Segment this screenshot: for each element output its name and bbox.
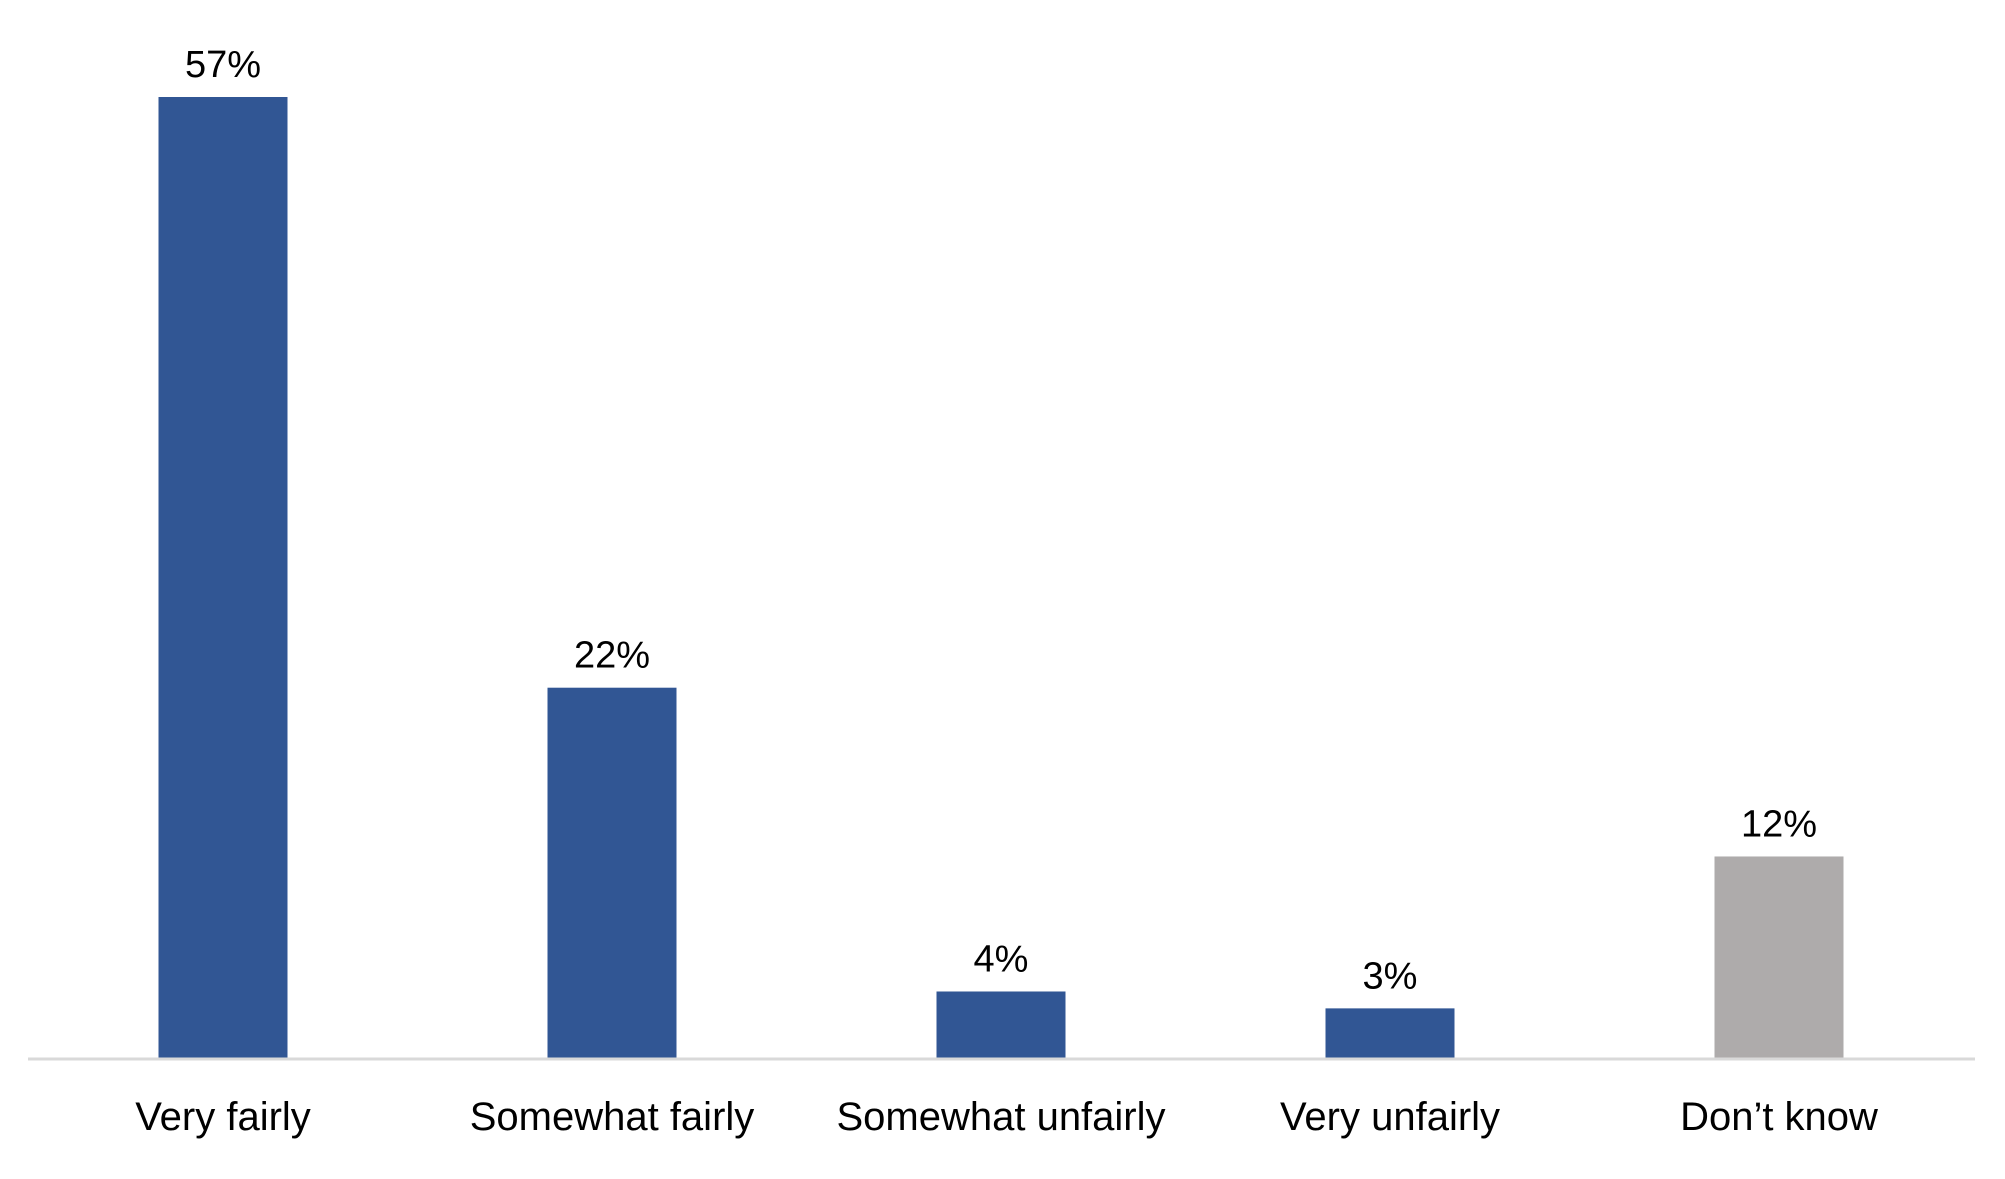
- x-tick-label-4: Don’t know: [1680, 1095, 1878, 1139]
- bar-4: [1714, 856, 1844, 1059]
- x-tick-label-2: Somewhat unfairly: [836, 1095, 1165, 1139]
- x-tick-label-3: Very unfairly: [1280, 1095, 1500, 1139]
- x-tick-label-0: Very fairly: [135, 1095, 311, 1139]
- data-label-1: 22%: [574, 635, 650, 677]
- bar-1: [547, 687, 677, 1059]
- bar-0: [158, 97, 288, 1059]
- data-label-0: 57%: [185, 44, 261, 86]
- bars-layer: [158, 97, 1844, 1059]
- x-tick-label-1: Somewhat fairly: [470, 1095, 755, 1139]
- data-label-3: 3%: [1363, 955, 1418, 997]
- data-label-4: 12%: [1741, 803, 1817, 845]
- x-tick-labels-layer: Very fairly Somewhat fairly Somewhat unfai…: [135, 1095, 1878, 1139]
- bar-3: [1325, 1008, 1455, 1059]
- bar-2: [936, 991, 1066, 1059]
- data-label-2: 4%: [974, 938, 1029, 980]
- data-labels-layer: 57% 22% 4% 3% 12%: [185, 44, 1817, 997]
